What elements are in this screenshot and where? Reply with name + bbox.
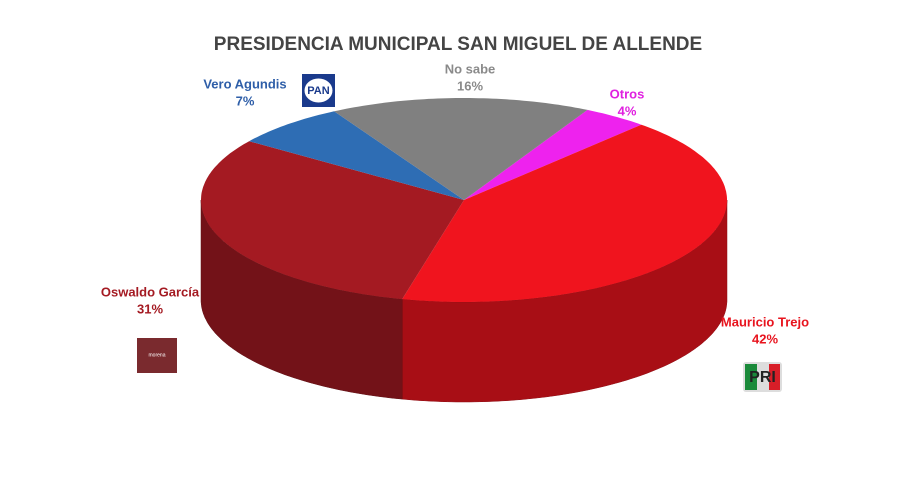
slice-value-label: 4% (618, 103, 637, 118)
slice-name: Otros (610, 86, 645, 101)
slice-value-label: 16% (457, 78, 483, 93)
morena-logo-text: morena (149, 352, 166, 358)
slice (249, 111, 464, 200)
pri-logo-red (769, 364, 780, 390)
pie (200, 98, 728, 403)
pri-logo-green (745, 364, 757, 390)
slice-value-label: 31% (137, 301, 163, 316)
slice-name: Vero Agundis (203, 76, 286, 91)
morena-logo: morena (137, 338, 177, 373)
morena-logo-box (137, 338, 177, 373)
slice-name: No sabe (445, 61, 496, 76)
slice (201, 141, 464, 300)
pan-logo-oval (304, 78, 333, 103)
slice (334, 98, 588, 200)
slice-name: Mauricio Trejo (721, 314, 809, 329)
pan-logo: PAN (302, 74, 335, 107)
slice-value-label: 42% (752, 331, 778, 346)
pan-logo-text: PAN (307, 85, 329, 97)
chart-title: PRESIDENCIA MUNICIPAL SAN MIGUEL DE ALLE… (214, 34, 702, 55)
slice-value-label: 7% (236, 93, 255, 108)
slice (464, 109, 642, 200)
slice-name: Oswaldo García (101, 284, 200, 299)
pri-logo-text: PRI (749, 369, 776, 386)
slice (402, 124, 727, 302)
pri-logo: PRI (743, 362, 782, 392)
